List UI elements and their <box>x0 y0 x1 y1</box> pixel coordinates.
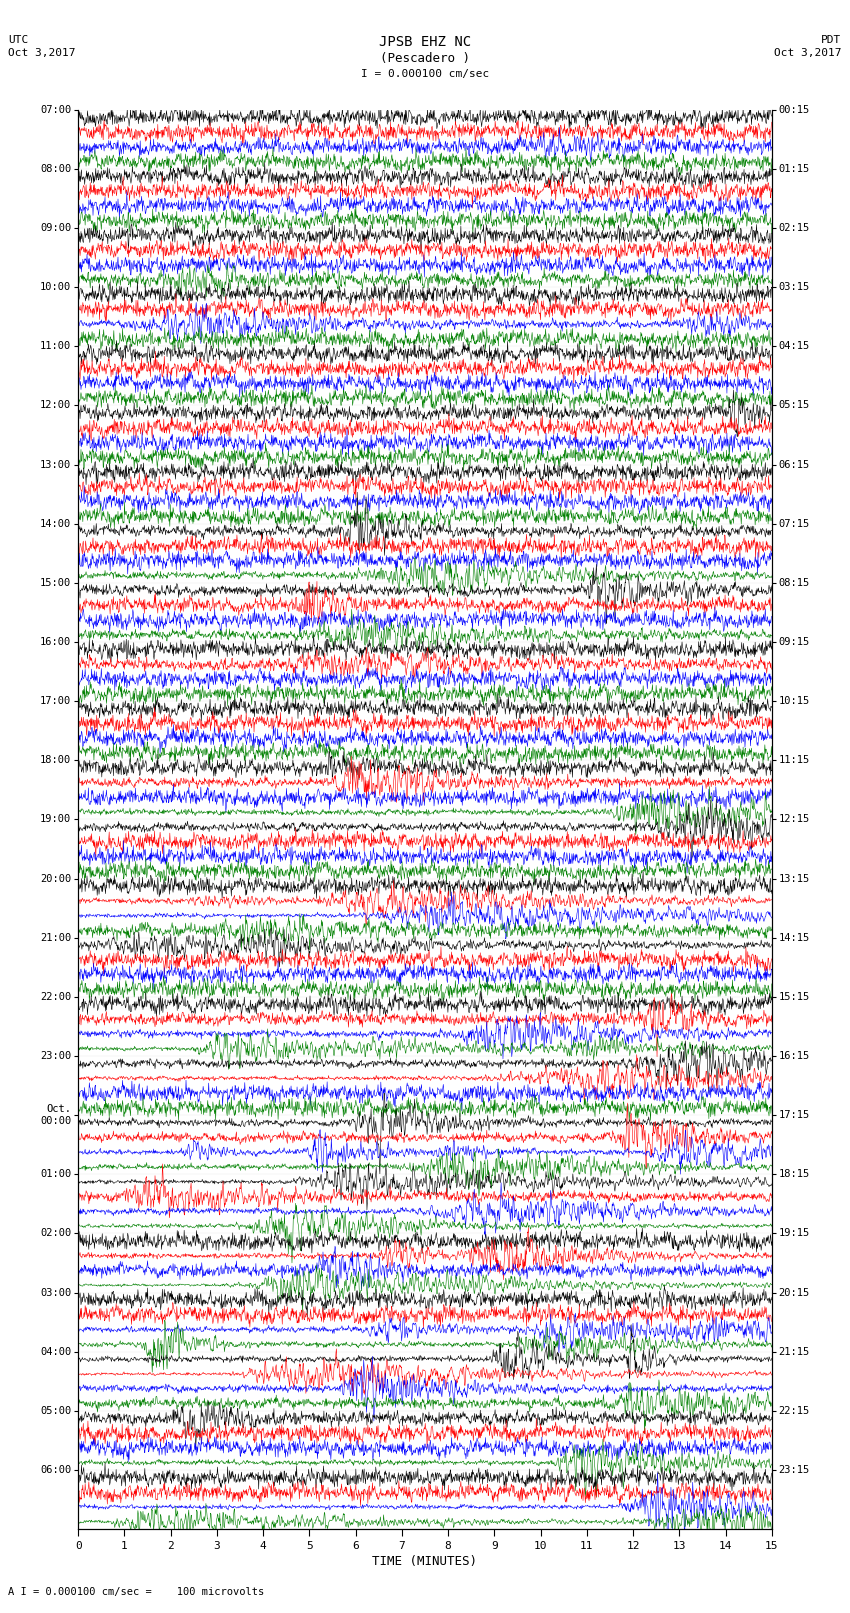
Text: UTC: UTC <box>8 35 29 45</box>
Text: I = 0.000100 cm/sec: I = 0.000100 cm/sec <box>361 69 489 79</box>
Text: A I = 0.000100 cm/sec =    100 microvolts: A I = 0.000100 cm/sec = 100 microvolts <box>8 1587 264 1597</box>
Text: PDT: PDT <box>821 35 842 45</box>
Text: Oct 3,2017: Oct 3,2017 <box>8 48 76 58</box>
Text: Oct 3,2017: Oct 3,2017 <box>774 48 842 58</box>
Text: (Pescadero ): (Pescadero ) <box>380 52 470 65</box>
X-axis label: TIME (MINUTES): TIME (MINUTES) <box>372 1555 478 1568</box>
Text: JPSB EHZ NC: JPSB EHZ NC <box>379 35 471 50</box>
